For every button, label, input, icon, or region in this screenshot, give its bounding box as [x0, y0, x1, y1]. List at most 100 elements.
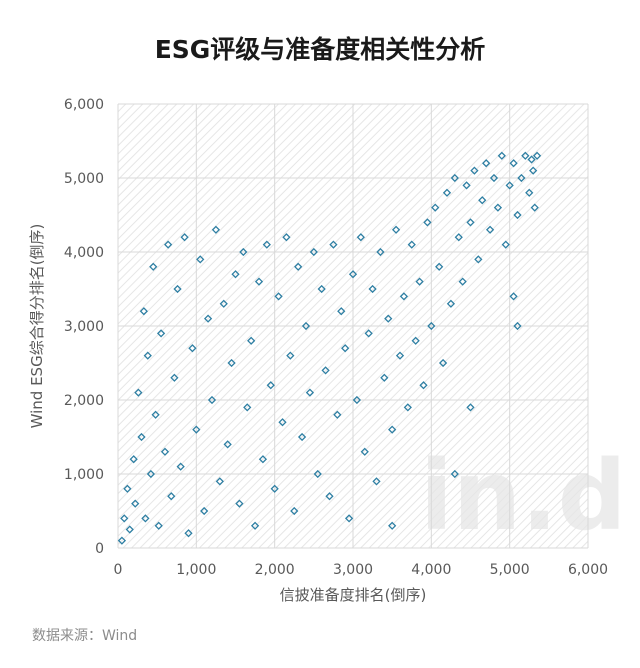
- data-point: [282, 233, 291, 242]
- y-tick-label: 4,000: [64, 245, 104, 261]
- data-point: [192, 425, 201, 434]
- data-point: [348, 270, 358, 279]
- data-point: [325, 492, 334, 501]
- data-point: [125, 525, 134, 534]
- data-point: [258, 455, 268, 464]
- data-point: [341, 344, 350, 353]
- data-point: [493, 203, 503, 212]
- data-point: [423, 218, 432, 227]
- data-point: [407, 240, 416, 249]
- data-point: [309, 247, 318, 257]
- data-point: [482, 159, 491, 168]
- data-point: [137, 432, 146, 442]
- data-point: [532, 151, 542, 160]
- y-tick-label: 2,000: [64, 393, 104, 409]
- y-tick-label: 5,000: [64, 171, 104, 187]
- data-point: [294, 262, 303, 271]
- data-point: [120, 514, 129, 523]
- data-point: [278, 418, 287, 427]
- y-tick-label: 1,000: [64, 467, 104, 483]
- data-point: [321, 366, 330, 375]
- y-tick-label: 3,000: [64, 319, 104, 335]
- data-point: [497, 151, 506, 160]
- data-point: [305, 388, 315, 397]
- data-point: [431, 203, 440, 212]
- data-point: [134, 388, 143, 397]
- data-point: [149, 262, 158, 271]
- data-point: [254, 277, 264, 286]
- data-point: [352, 395, 362, 405]
- data-point: [247, 336, 256, 345]
- data-point: [146, 469, 156, 479]
- data-point: [391, 225, 401, 234]
- data-point: [207, 395, 217, 405]
- data-point: [270, 484, 279, 493]
- data-point: [337, 307, 346, 316]
- data-point: [509, 159, 518, 168]
- data-point: [317, 284, 326, 294]
- data-point: [215, 477, 224, 486]
- data-point: [527, 155, 536, 164]
- data-point: [173, 284, 182, 294]
- x-axis-ticks: 0 1,000 2,000 3,000 4,000 5,000 6,000: [114, 562, 609, 578]
- data-point: [143, 351, 152, 360]
- data-point: [333, 410, 342, 419]
- data-point: [509, 292, 518, 301]
- data-point: [435, 262, 444, 271]
- data-point: [415, 277, 424, 286]
- data-point: [380, 373, 389, 382]
- data-points: [117, 151, 542, 545]
- data-point: [529, 166, 538, 175]
- data-point: [466, 218, 475, 227]
- data-point: [485, 225, 495, 234]
- data-point: [372, 477, 381, 486]
- x-tick-label: 0: [114, 562, 123, 578]
- data-point: [376, 247, 385, 257]
- data-point: [131, 499, 140, 508]
- data-point: [530, 203, 539, 212]
- data-point: [368, 284, 377, 294]
- data-point: [450, 469, 459, 479]
- data-point: [356, 233, 365, 242]
- data-point: [139, 307, 148, 316]
- data-point: [344, 514, 354, 523]
- y-axis-label: Wind ESG综合得分排名(倒序): [28, 224, 46, 429]
- data-point: [170, 373, 179, 382]
- data-point: [384, 314, 393, 323]
- data-point: [156, 329, 166, 338]
- data-point: [454, 233, 463, 242]
- x-tick-label: 6,000: [568, 562, 608, 578]
- data-point: [388, 521, 397, 530]
- data-point: [427, 321, 436, 331]
- data-point: [243, 403, 252, 412]
- data-point: [474, 255, 483, 264]
- x-tick-label: 4,000: [411, 562, 451, 578]
- data-point: [462, 181, 471, 190]
- data-point: [525, 188, 534, 197]
- data-point: [364, 329, 373, 338]
- data-point: [411, 336, 420, 345]
- data-point: [151, 410, 160, 419]
- y-tick-label: 6,000: [64, 97, 104, 113]
- data-point: [184, 529, 193, 538]
- data-point: [505, 181, 514, 190]
- y-tick-label: 0: [95, 541, 104, 557]
- data-point: [403, 403, 412, 412]
- data-point: [501, 240, 510, 249]
- data-point: [478, 196, 487, 205]
- data-point: [203, 314, 213, 323]
- data-point: [470, 166, 479, 175]
- data-point: [513, 210, 522, 220]
- data-point: [160, 447, 170, 456]
- data-point: [250, 521, 260, 530]
- x-tick-label: 1,000: [176, 562, 216, 578]
- data-point: [123, 484, 132, 493]
- data-point: [219, 299, 228, 308]
- x-tick-label: 5,000: [490, 562, 530, 578]
- data-point: [211, 225, 221, 234]
- data-point: [290, 506, 299, 516]
- data-point: [227, 358, 236, 368]
- data-point: [329, 240, 338, 249]
- data-point: [458, 277, 467, 286]
